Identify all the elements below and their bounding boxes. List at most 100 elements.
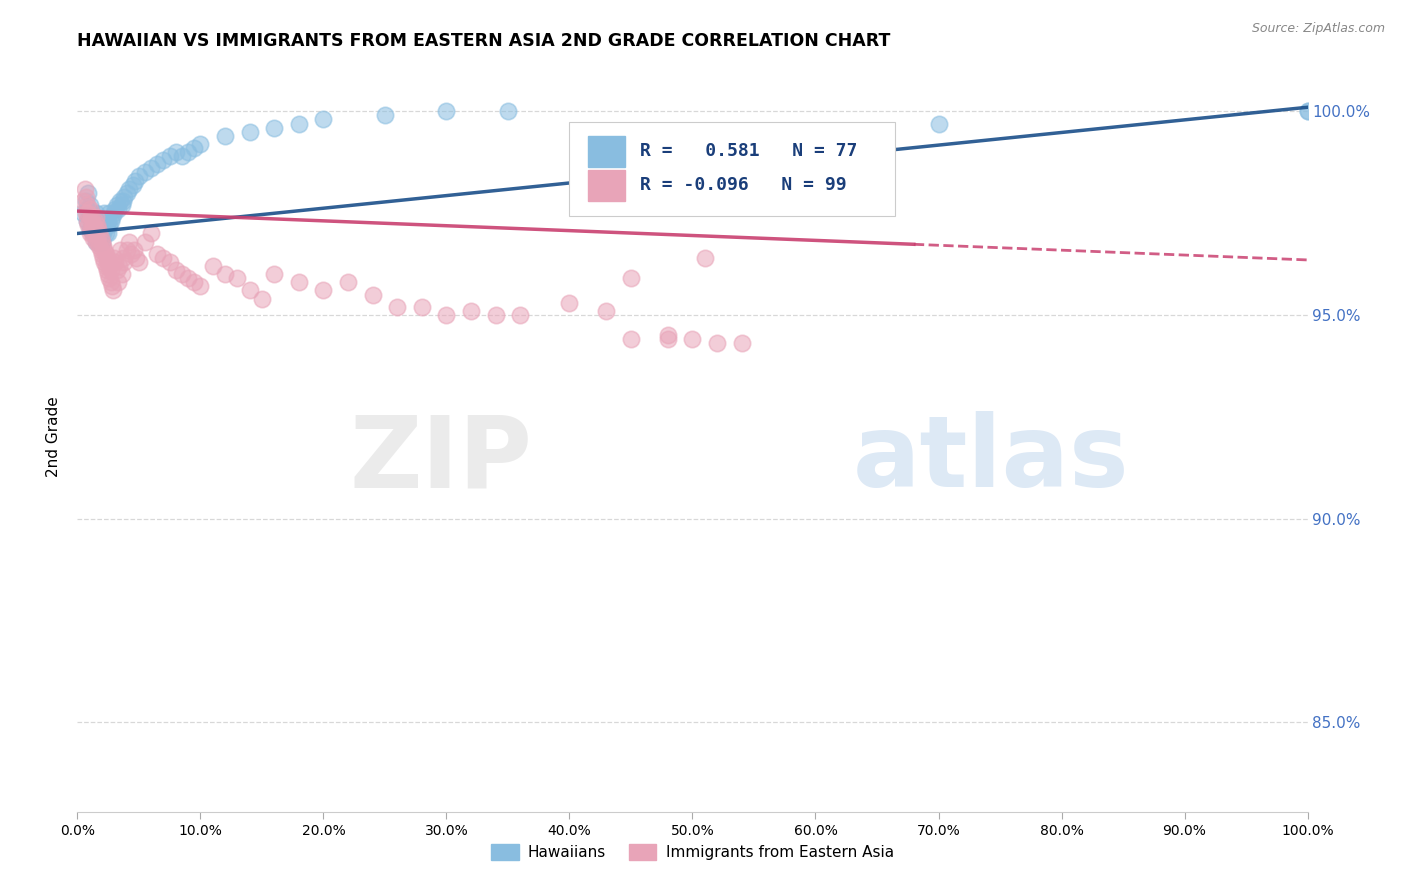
Point: [84, 219, 107, 233]
Point: [263, 120, 285, 135]
Point: [79, 227, 101, 241]
Point: [94, 214, 117, 228]
Point: [436, 104, 458, 119]
Point: [90, 227, 114, 241]
Point: [620, 271, 643, 285]
Point: [82, 206, 104, 220]
Point: [96, 219, 118, 233]
Point: [84, 235, 107, 249]
Point: [152, 153, 174, 168]
Point: [112, 255, 135, 269]
Point: [657, 332, 679, 346]
Point: [288, 276, 311, 290]
Point: [118, 182, 141, 196]
Point: [101, 284, 124, 298]
Point: [76, 202, 98, 216]
Point: [80, 210, 103, 224]
Point: [337, 276, 360, 290]
Point: [103, 206, 125, 220]
Point: [239, 125, 262, 139]
Point: [73, 182, 96, 196]
Point: [77, 186, 100, 200]
Point: [107, 202, 129, 216]
Point: [558, 295, 581, 310]
Point: [100, 276, 122, 290]
Point: [98, 271, 121, 285]
Point: [90, 247, 114, 261]
Point: [98, 219, 121, 233]
Bar: [588, 136, 624, 168]
Point: [620, 332, 643, 346]
Point: [82, 230, 104, 244]
Point: [75, 190, 97, 204]
Point: [90, 219, 112, 233]
Text: ZIP: ZIP: [350, 411, 533, 508]
Point: [97, 214, 120, 228]
Point: [141, 161, 163, 176]
Point: [112, 190, 135, 204]
Point: [84, 210, 107, 224]
Point: [436, 308, 458, 322]
Point: [288, 116, 311, 130]
Point: [94, 227, 117, 241]
Point: [83, 210, 105, 224]
Point: [104, 202, 127, 216]
Point: [165, 145, 187, 159]
Point: [94, 247, 117, 261]
Point: [496, 104, 519, 119]
Point: [105, 198, 128, 212]
Point: [79, 198, 101, 212]
Point: [90, 243, 112, 257]
Point: [84, 222, 107, 236]
Point: [87, 214, 110, 228]
Point: [134, 165, 156, 179]
Point: [115, 186, 138, 200]
Point: [98, 206, 121, 220]
Point: [77, 219, 100, 233]
Y-axis label: 2nd Grade: 2nd Grade: [46, 397, 62, 477]
Point: [118, 235, 141, 249]
Text: HAWAIIAN VS IMMIGRANTS FROM EASTERN ASIA 2ND GRADE CORRELATION CHART: HAWAIIAN VS IMMIGRANTS FROM EASTERN ASIA…: [77, 32, 891, 50]
Point: [98, 259, 121, 273]
Point: [928, 116, 950, 130]
Point: [82, 214, 104, 228]
Point: [76, 214, 98, 228]
Point: [82, 227, 104, 241]
Point: [97, 255, 120, 269]
Point: [485, 308, 508, 322]
Point: [91, 238, 114, 252]
Text: R =   0.581   N = 77: R = 0.581 N = 77: [640, 142, 858, 160]
Point: [86, 230, 108, 244]
Point: [96, 251, 118, 265]
Point: [90, 230, 112, 244]
Point: [706, 336, 728, 351]
Point: [86, 219, 108, 233]
Point: [104, 255, 127, 269]
Point: [83, 222, 105, 236]
Point: [84, 227, 107, 241]
Point: [682, 332, 704, 346]
Point: [108, 259, 131, 273]
Point: [100, 263, 122, 277]
Point: [82, 219, 104, 233]
Point: [159, 149, 181, 163]
Point: [361, 287, 384, 301]
Point: [170, 267, 193, 281]
Point: [103, 251, 125, 265]
Point: [89, 235, 111, 249]
Point: [83, 214, 105, 228]
Point: [385, 300, 409, 314]
Point: [97, 227, 120, 241]
Point: [312, 112, 335, 127]
Point: [93, 219, 115, 233]
Point: [82, 214, 104, 228]
Point: [79, 214, 101, 228]
Point: [657, 328, 679, 343]
Point: [146, 157, 169, 171]
Point: [94, 259, 117, 273]
Point: [165, 263, 187, 277]
Point: [89, 219, 111, 233]
Point: [188, 279, 212, 293]
Text: atlas: atlas: [852, 411, 1129, 508]
Point: [110, 243, 132, 257]
